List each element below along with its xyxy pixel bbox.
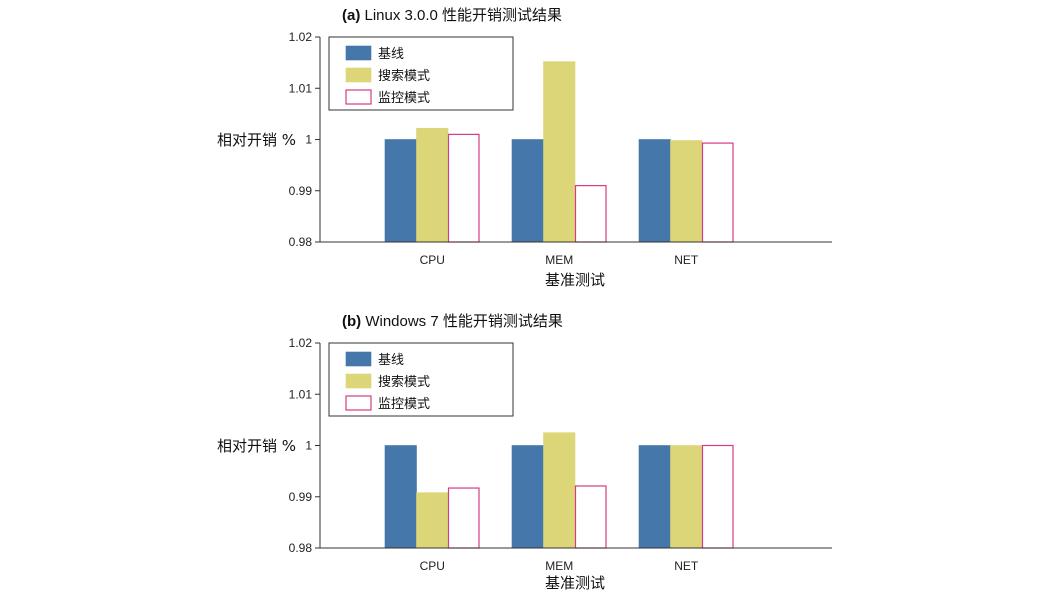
bar-基线-CPU	[384, 139, 417, 243]
bar-监控模式-CPU	[447, 133, 480, 243]
legend-label: 基线	[378, 353, 404, 368]
bar-基线-NET	[638, 445, 671, 549]
y-axis-label: 相对开销 %	[217, 437, 296, 455]
bar-监控模式-CPU	[447, 487, 480, 549]
bar-搜索模式-NET	[670, 445, 703, 549]
bar-搜索模式-MEM	[543, 61, 576, 243]
x-tick-label: MEM	[545, 559, 573, 573]
legend-swatch-基线	[345, 351, 372, 367]
legend-label: 监控模式	[378, 91, 430, 106]
x-tick-label: NET	[674, 559, 699, 573]
y-tick-label: 1.02	[289, 336, 313, 350]
y-tick-label: 0.98	[289, 235, 313, 249]
x-axis-label: 基准测试	[545, 574, 605, 592]
bar-监控模式-NET	[701, 444, 734, 549]
legend-swatch-监控模式	[345, 395, 372, 411]
bar-监控模式-MEM	[574, 485, 607, 549]
panel-tag: (a)	[342, 7, 365, 24]
y-tick-label: 1.01	[289, 81, 313, 95]
chart-panel-0: (a) Linux 3.0.0 性能开销测试结果 0.98 0.99 1 1.01 1.0…	[217, 7, 832, 289]
bar-基线-MEM	[511, 445, 544, 549]
y-tick-label: 1	[305, 133, 312, 147]
bar-基线-CPU	[384, 445, 417, 549]
legend-swatch-基线	[345, 45, 372, 61]
bar-搜索模式-NET	[670, 140, 703, 243]
x-tick-label: NET	[674, 253, 699, 267]
legend-swatch-监控模式	[345, 89, 372, 105]
bar-监控模式-NET	[701, 142, 734, 243]
y-tick-label: 0.99	[289, 184, 313, 198]
chart-title: (a) Linux 3.0.0 性能开销测试结果	[342, 7, 562, 24]
legend-label: 监控模式	[378, 397, 430, 412]
bar-基线-NET	[638, 139, 671, 243]
legend-label: 搜索模式	[378, 69, 430, 84]
y-axis-label: 相对开销 %	[217, 131, 296, 149]
legend-label: 基线	[378, 47, 404, 62]
legend-swatch-搜索模式	[345, 373, 372, 389]
chart-panel-1: (b) Windows 7 性能开销测试结果 0.98 0.99 1 1.01 1.02 C…	[217, 313, 832, 592]
panel-tag: (b)	[342, 313, 365, 330]
legend-swatch-搜索模式	[345, 67, 372, 83]
y-tick-label: 1.02	[289, 30, 313, 44]
panel-title-text: Linux 3.0.0 性能开销测试结果	[365, 7, 563, 24]
x-tick-label: CPU	[420, 253, 445, 267]
panel-title-text: Windows 7 性能开销测试结果	[365, 313, 563, 330]
y-tick-label: 1.01	[289, 387, 313, 401]
bar-搜索模式-CPU	[416, 492, 449, 549]
y-tick-label: 1	[305, 439, 312, 453]
bar-搜索模式-CPU	[416, 127, 449, 243]
x-axis-label: 基准测试	[545, 271, 605, 289]
bar-搜索模式-MEM	[543, 432, 576, 549]
y-tick-label: 0.99	[289, 490, 313, 504]
bar-监控模式-MEM	[574, 185, 607, 243]
y-tick-label: 0.98	[289, 541, 313, 555]
x-tick-label: MEM	[545, 253, 573, 267]
chart-title: (b) Windows 7 性能开销测试结果	[342, 313, 563, 330]
x-tick-label: CPU	[420, 559, 445, 573]
legend-label: 搜索模式	[378, 375, 430, 390]
bar-基线-MEM	[511, 139, 544, 243]
